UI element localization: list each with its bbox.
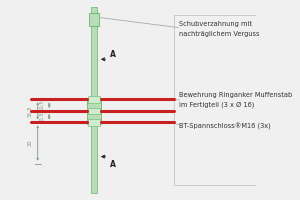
Text: nachträglichem Verguss: nachträglichem Verguss bbox=[179, 31, 260, 37]
Text: 30: 30 bbox=[28, 140, 33, 146]
Bar bbox=[88, 119, 100, 126]
Bar bbox=[87, 98, 101, 124]
Bar bbox=[88, 108, 100, 114]
Text: A: A bbox=[110, 50, 116, 59]
Text: BT-Spannschloss®M16 (3x): BT-Spannschloss®M16 (3x) bbox=[179, 123, 271, 130]
Bar bbox=[88, 96, 100, 103]
Text: im Fertigteil (3 x Ø 16): im Fertigteil (3 x Ø 16) bbox=[179, 102, 255, 108]
Bar bbox=[91, 7, 97, 193]
Text: 10.5: 10.5 bbox=[40, 99, 45, 111]
Text: 31.5: 31.5 bbox=[28, 105, 33, 117]
Text: Schubverzahnung mit: Schubverzahnung mit bbox=[179, 21, 252, 27]
Bar bbox=[89, 13, 99, 26]
Text: Bewehrung Ringanker Muffenstab: Bewehrung Ringanker Muffenstab bbox=[179, 92, 292, 98]
Text: A: A bbox=[110, 160, 116, 169]
Text: 10.5: 10.5 bbox=[40, 111, 45, 123]
